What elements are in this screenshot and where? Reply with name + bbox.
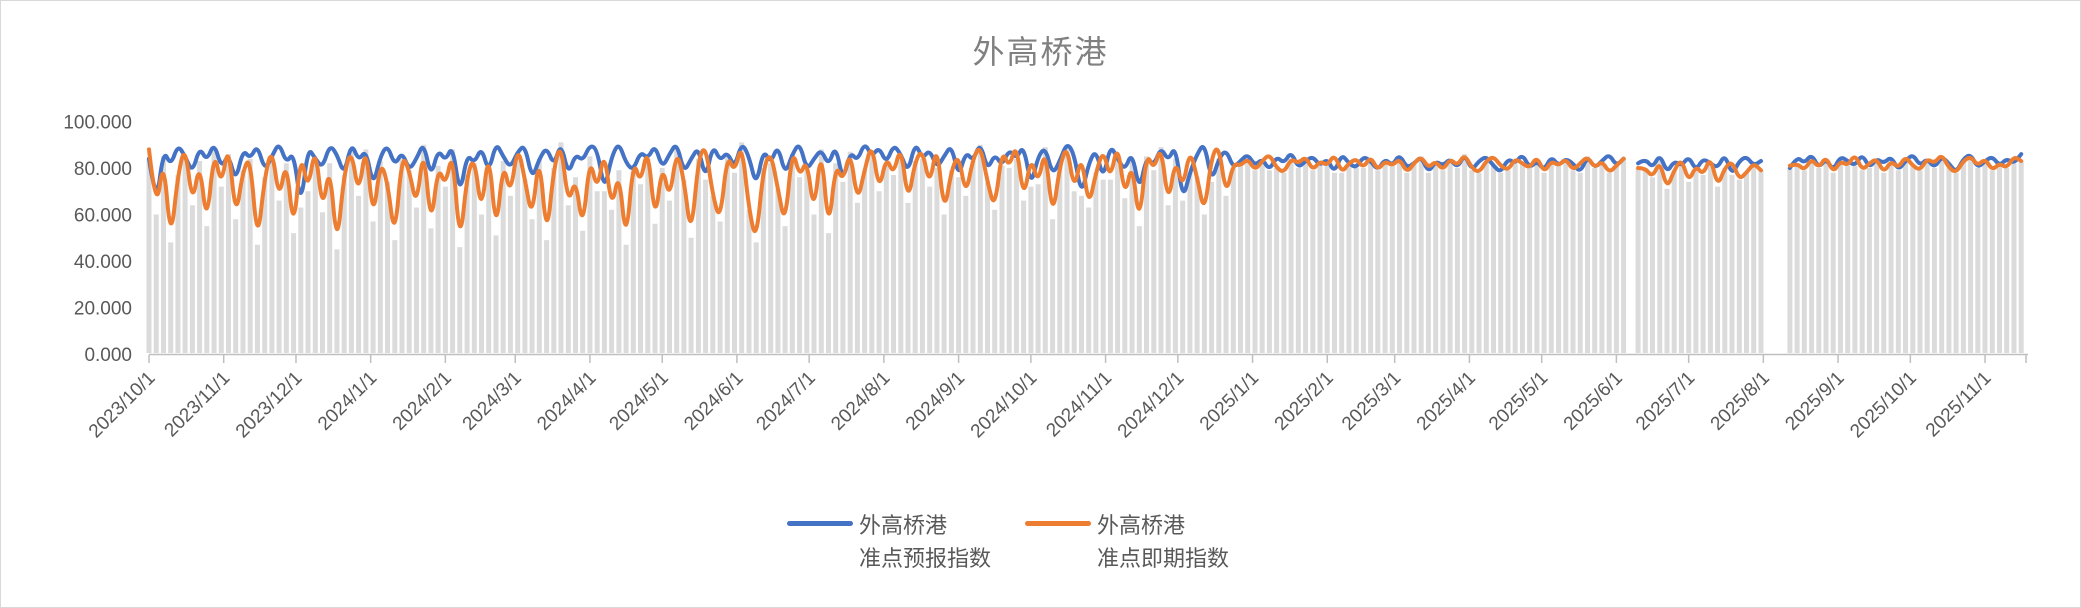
series-line-spot — [147, 147, 2024, 233]
y-axis-label: 80.000 — [74, 159, 132, 180]
legend-line-swatch-orange — [1025, 521, 1092, 526]
x-axis-label: 2024/11/1 — [1042, 368, 1116, 442]
legend-label-line1: 外高桥港 — [859, 513, 948, 538]
chart-legend: 外高桥港 准点预报指数 外高桥港 准点即期指数 — [787, 509, 1229, 575]
x-axis-label: 2023/11/1 — [161, 368, 235, 442]
x-axis-label: 2025/11/1 — [1922, 368, 1996, 442]
legend-entry-spot: 外高桥港 准点即期指数 — [1025, 509, 1229, 575]
y-axis-label: 100.000 — [63, 113, 132, 134]
x-axis-label: 2024/3/1 — [459, 368, 526, 435]
x-axis-label: 2023/12/1 — [232, 368, 307, 443]
legend-label-line1: 外高桥港 — [1097, 513, 1186, 538]
x-axis-label: 2024/8/1 — [827, 368, 894, 435]
x-axis-label: 2024/2/1 — [389, 368, 456, 435]
legend-label-line2: 准点即期指数 — [1097, 546, 1230, 571]
x-axis-label: 2025/9/1 — [1781, 368, 1848, 435]
legend-line-swatch-blue — [787, 521, 853, 526]
x-axis-label: 2025/10/1 — [1846, 368, 1921, 443]
x-axis-label: 2024/5/1 — [606, 368, 673, 435]
x-axis-label: 2024/4/1 — [533, 368, 600, 435]
x-axis-label: 2025/1/1 — [1196, 368, 1263, 435]
x-axis-label: 2024/10/1 — [967, 368, 1042, 443]
legend-label-forecast: 外高桥港 准点预报指数 — [859, 509, 991, 575]
x-axis-label: 2025/2/1 — [1271, 368, 1338, 435]
y-axis-label: 20.000 — [74, 299, 132, 320]
x-axis-label: 2024/7/1 — [753, 368, 820, 435]
x-axis-label: 2025/4/1 — [1413, 368, 1480, 435]
y-axis-label: 40.000 — [74, 252, 132, 273]
x-axis-label: 2024/9/1 — [902, 368, 969, 435]
x-axis-label: 2024/12/1 — [1114, 368, 1189, 443]
legend-entry-forecast: 外高桥港 准点预报指数 — [787, 509, 991, 575]
legend-label-line2: 准点预报指数 — [859, 546, 992, 571]
x-axis-label: 2024/6/1 — [680, 368, 747, 435]
x-axis-label: 2025/3/1 — [1338, 368, 1405, 435]
chart-title: 外高桥港 — [972, 34, 1109, 70]
x-axis-label: 2025/5/1 — [1485, 368, 1552, 435]
legend-label-spot: 外高桥港 准点即期指数 — [1097, 509, 1229, 575]
x-axis-label: 2023/10/1 — [85, 368, 160, 443]
droplines — [146, 142, 2024, 353]
y-axis-label: 60.000 — [74, 206, 132, 227]
x-axis-label: 2024/1/1 — [314, 368, 381, 435]
x-axis-label: 2025/8/1 — [1707, 368, 1774, 435]
x-axis-label: 2025/6/1 — [1560, 368, 1627, 435]
y-axis-label: 0.000 — [84, 345, 132, 366]
x-axis-label: 2025/7/1 — [1632, 368, 1699, 435]
